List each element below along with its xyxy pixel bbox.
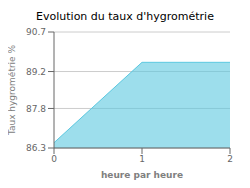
svg-text:heure par heure: heure par heure	[101, 170, 183, 180]
svg-text:89.2: 89.2	[26, 67, 46, 77]
svg-text:87.8: 87.8	[26, 104, 46, 114]
svg-text:0: 0	[51, 154, 57, 164]
html-text:Evolution du taux d'hygrométri: Evolution du taux d'hygrométrie	[36, 10, 214, 23]
svg-text:90.7: 90.7	[26, 27, 46, 37]
svg-text:2: 2	[227, 154, 233, 164]
svg-text:Taux hygrométrie %: Taux hygrométrie %	[8, 44, 17, 136]
svg-text:86.3: 86.3	[26, 143, 46, 153]
svg-text:1: 1	[139, 154, 145, 164]
